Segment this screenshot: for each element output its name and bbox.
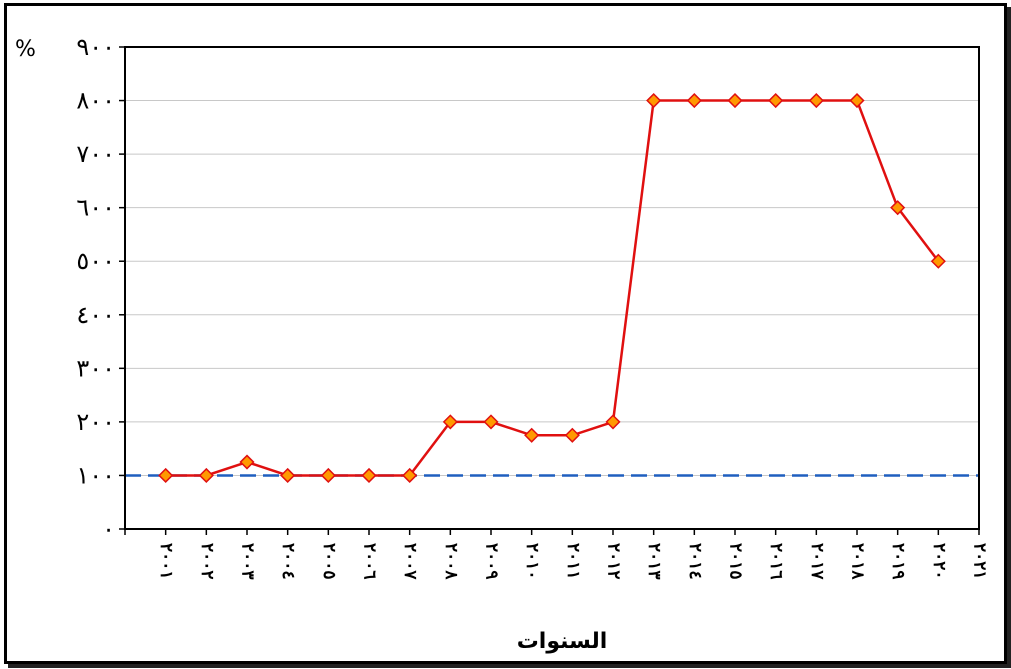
y-tick-label-300: ٣٠٠	[76, 354, 115, 382]
data-point-13	[686, 92, 702, 109]
plot-area-border	[124, 46, 980, 530]
data-point-19	[930, 253, 946, 269]
y-tick-label-600: ٦٠٠	[76, 194, 115, 222]
data-point-11	[605, 414, 621, 430]
x-tick-label-6: ٢٠٠٧	[400, 543, 420, 580]
data-point-7	[442, 414, 458, 430]
x-tick-label-17: ٢٠١٨	[848, 543, 868, 580]
axes	[124, 46, 980, 535]
x-tick-label-15: ٢٠١٦	[766, 543, 786, 580]
data-point-8	[483, 414, 499, 430]
x-tick-label-7: ٢٠٠٨	[441, 543, 461, 580]
data-point-6	[402, 467, 418, 484]
series-line-0	[165, 99, 940, 477]
chart-frame: ٠ ١٠٠ ٢٠٠ ٣٠٠ ٤٠٠ ٥٠٠ ٦٠٠ ٧٠٠ ٨٠٠ ٩٠٠ ٢٠٠١ ٢٠٠٢ ٢٠٠…	[4, 3, 1007, 664]
data-point-12	[646, 92, 662, 109]
data-point-5	[361, 467, 377, 484]
x-tick-label-8: ٢٠٠٩	[482, 543, 502, 580]
x-tick-label-14: ٢٠١٥	[726, 543, 746, 580]
y-tick-label-200: ٢٠٠	[76, 408, 115, 436]
data-point-14	[727, 92, 743, 109]
y-tick-label-800: ٨٠٠	[76, 87, 115, 115]
x-tick-label-13: ٢٠١٤	[685, 543, 705, 580]
y-tick-label-500: ٥٠٠	[76, 247, 115, 275]
x-tick-label-11: ٢٠١٢	[604, 543, 624, 580]
x-tick-label-20: ٢٠٢١	[970, 543, 990, 580]
data-point-9	[524, 427, 540, 443]
x-tick-label-2: ٢٠٠٣	[238, 543, 258, 580]
data-point-17	[849, 92, 865, 109]
x-tick-label-10: ٢٠١١	[563, 543, 583, 580]
series-group	[158, 92, 946, 484]
y-tick-label-0: ٠	[102, 515, 115, 543]
x-tick-label-1: ٢٠٠٢	[197, 543, 217, 580]
x-tick-label-9: ٢٠١٠	[522, 543, 542, 580]
y-tick-label-900: ٩٠٠	[76, 33, 115, 61]
data-point-4	[320, 467, 336, 484]
x-tick-label-5: ٢٠٠٦	[360, 543, 380, 580]
data-point-18	[890, 200, 906, 216]
x-tick-label-3: ٢٠٠٤	[278, 543, 298, 580]
x-tick-label-0: ٢٠٠١	[156, 543, 176, 580]
data-point-1	[198, 467, 214, 484]
x-tick-label-18: ٢٠١٩	[888, 543, 908, 580]
data-point-16	[808, 92, 824, 109]
x-tick-labels: ٢٠٠١ ٢٠٠٢ ٢٠٠٣ ٢٠٠٤ ٢٠٠٥ ٢٠٠٦ ٢٠٠٧ ٢٠٠٨ ٢٠٠٩ ٢٠١٠…	[156, 543, 989, 580]
x-tick-label-4: ٢٠٠٥	[319, 543, 339, 580]
y-tick-label-700: ٧٠٠	[76, 140, 115, 168]
data-point-15	[768, 92, 784, 109]
y-tick-labels: ٠ ١٠٠ ٢٠٠ ٣٠٠ ٤٠٠ ٥٠٠ ٦٠٠ ٧٠٠ ٨٠٠ ٩٠٠	[76, 33, 115, 543]
x-tick-label-19: ٢٠٢٠	[929, 543, 949, 580]
data-point-3	[280, 467, 296, 484]
x-axis-label: السنوات	[517, 629, 608, 654]
y-unit-label: %	[15, 37, 36, 62]
data-point-0	[158, 467, 174, 484]
x-tick-label-16: ٢٠١٧	[807, 543, 827, 580]
x-tick-label-12: ٢٠١٣	[644, 543, 664, 580]
data-point-10	[564, 427, 580, 443]
data-point-2	[239, 454, 255, 470]
y-tick-label-400: ٤٠٠	[76, 301, 115, 329]
y-tick-label-100: ١٠٠	[76, 461, 115, 489]
